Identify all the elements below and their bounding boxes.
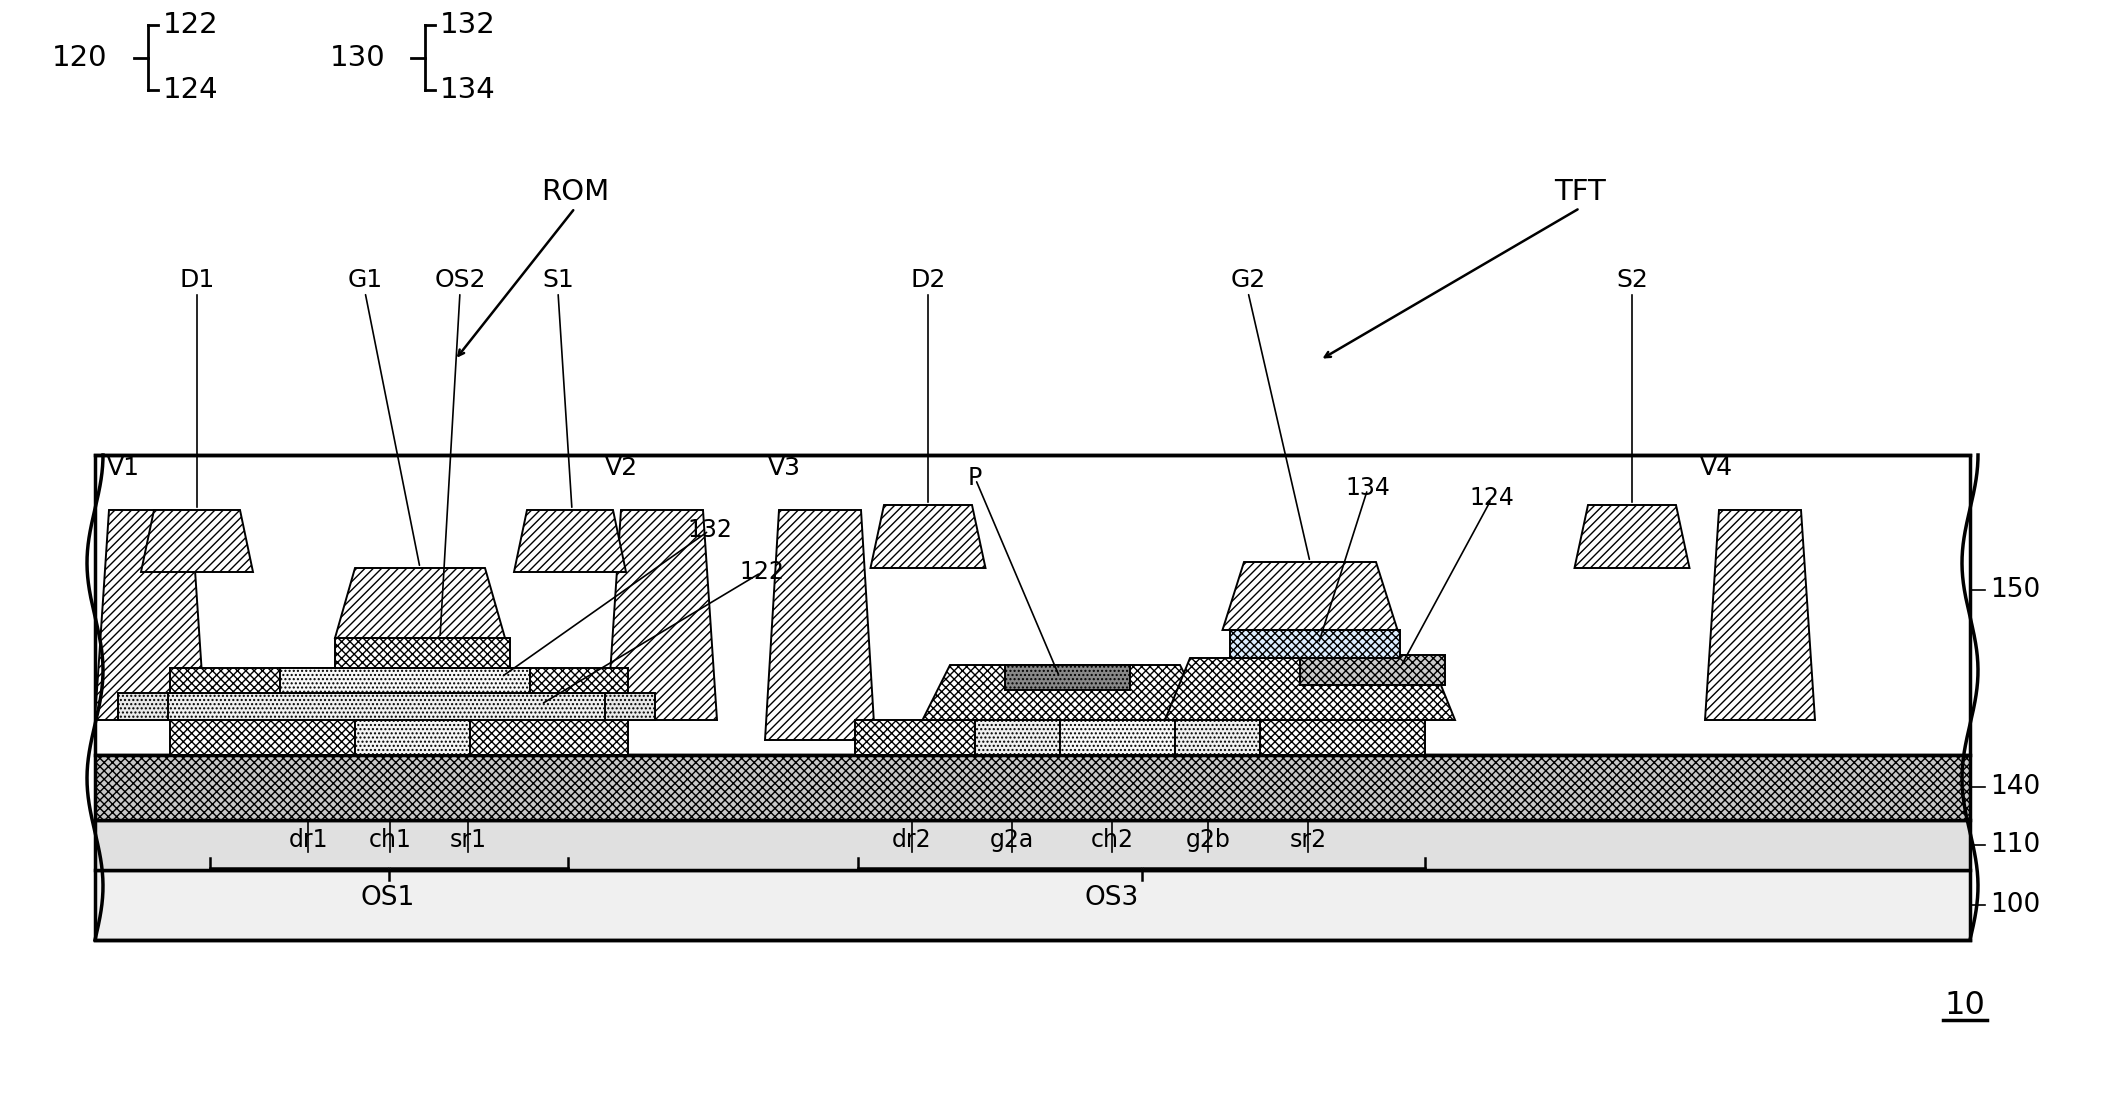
Text: S1: S1 [542, 268, 574, 292]
Text: 132: 132 [688, 518, 733, 542]
Bar [95, 819, 1970, 870]
Bar [856, 720, 974, 755]
Text: sr2: sr2 [1290, 828, 1326, 852]
Text: D1: D1 [180, 268, 214, 292]
Text: TFT: TFT [1555, 178, 1605, 206]
Text: V2: V2 [606, 456, 638, 480]
Polygon shape [335, 568, 504, 638]
Polygon shape [923, 665, 1207, 720]
Text: OS1: OS1 [360, 885, 415, 911]
Bar [280, 667, 530, 693]
Text: ch1: ch1 [369, 828, 411, 852]
Text: V3: V3 [769, 456, 801, 480]
Text: dr2: dr2 [892, 828, 932, 852]
Polygon shape [1705, 510, 1815, 720]
Text: D2: D2 [911, 268, 947, 292]
Text: sr1: sr1 [449, 828, 487, 852]
Text: g2a: g2a [989, 828, 1034, 852]
Text: 124: 124 [163, 76, 218, 104]
Text: G1: G1 [347, 268, 383, 292]
Polygon shape [515, 510, 627, 572]
Text: P: P [968, 466, 983, 490]
Text: V1: V1 [108, 456, 140, 480]
Text: OS2: OS2 [434, 268, 485, 292]
Bar [95, 455, 1970, 755]
Bar [470, 720, 629, 755]
Text: 124: 124 [1470, 486, 1514, 510]
Bar [356, 720, 470, 755]
Text: V4: V4 [1701, 456, 1733, 480]
Text: S2: S2 [1616, 268, 1648, 292]
Bar [95, 870, 1970, 940]
Bar [1231, 631, 1400, 659]
Polygon shape [95, 510, 205, 720]
Bar [335, 638, 510, 667]
Text: OS3: OS3 [1084, 885, 1139, 911]
Text: 100: 100 [1991, 892, 2040, 918]
Bar [1059, 720, 1175, 755]
Text: 134: 134 [1345, 476, 1389, 500]
Text: 122: 122 [739, 560, 784, 584]
Polygon shape [870, 505, 985, 568]
Bar [1175, 720, 1260, 755]
Text: 150: 150 [1991, 577, 2040, 603]
Text: 134: 134 [441, 76, 496, 104]
Bar [119, 693, 654, 720]
Text: G2: G2 [1231, 268, 1267, 292]
Bar [1300, 655, 1444, 685]
Polygon shape [608, 510, 718, 720]
Text: ch2: ch2 [1091, 828, 1133, 852]
Text: 140: 140 [1991, 774, 2040, 800]
Text: 122: 122 [163, 11, 218, 39]
Text: 120: 120 [53, 44, 108, 72]
Text: g2b: g2b [1186, 828, 1231, 852]
Bar [1260, 720, 1425, 755]
Text: 130: 130 [330, 44, 385, 72]
Bar [169, 667, 629, 693]
Text: 110: 110 [1991, 832, 2040, 858]
Text: 132: 132 [441, 11, 496, 39]
Text: dr1: dr1 [288, 828, 328, 852]
Polygon shape [765, 510, 875, 740]
Bar [169, 720, 356, 755]
Polygon shape [1574, 505, 1690, 568]
Polygon shape [1165, 659, 1455, 720]
Bar [974, 720, 1059, 755]
Bar [167, 693, 606, 720]
Bar [1006, 665, 1131, 690]
Text: 10: 10 [1944, 989, 1985, 1021]
Bar [95, 755, 1970, 819]
Polygon shape [142, 510, 252, 572]
Polygon shape [1222, 562, 1398, 631]
Text: ROM: ROM [540, 178, 610, 206]
